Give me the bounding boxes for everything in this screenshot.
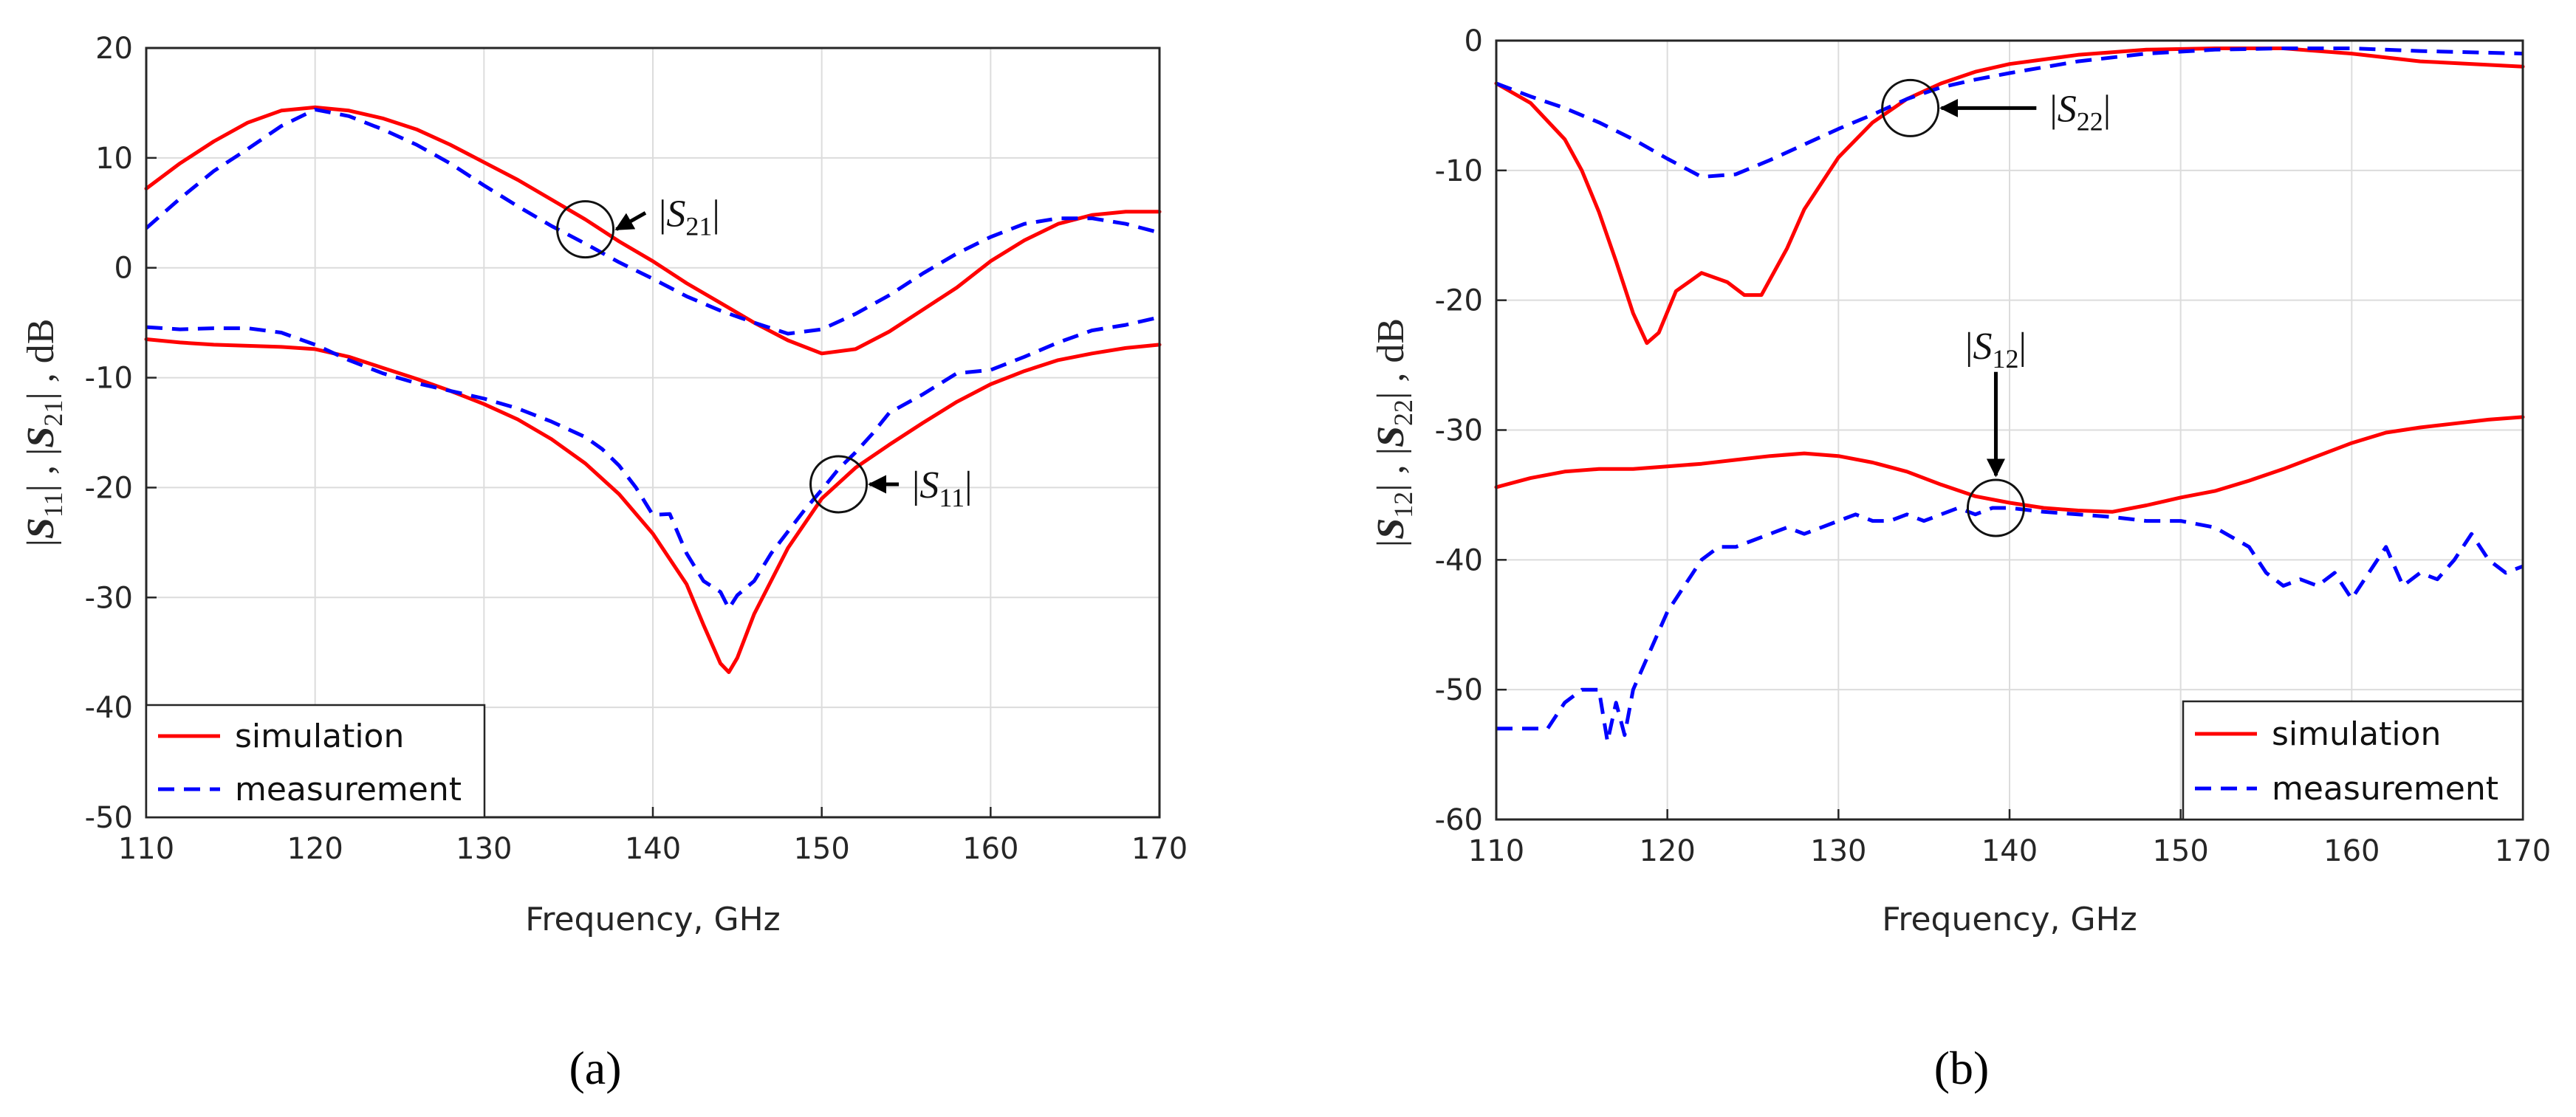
y-tick-label-a: 20 — [95, 32, 133, 66]
panel-label-a: (a) — [569, 1042, 621, 1094]
y-axis-label-a: |S11| , |S21| , dB — [20, 319, 68, 547]
s22-label: |S22| — [2049, 88, 2111, 136]
legend-simulation-label-b: simulation — [2272, 715, 2441, 753]
x-tick-label-b: 120 — [1639, 834, 1695, 868]
simulation-s12-line — [1494, 415, 2525, 514]
legend-box-b — [2182, 700, 2524, 821]
legend-simulation-label-a: simulation — [235, 718, 404, 755]
x-ticks-b: 110 120 130 140 150 160 170 — [1468, 809, 2551, 868]
y-tick-label-a: -30 — [85, 581, 133, 615]
s12-label: |S12| — [1965, 326, 2027, 374]
y-tick-label-a: 10 — [95, 142, 133, 176]
y-tick-label-a: -20 — [85, 471, 133, 505]
legend-a: simulation measurement — [145, 704, 486, 819]
y-ticks-b: -60 -50 -40 -30 -20 -10 0 — [1435, 24, 1507, 837]
grid-a — [145, 47, 1160, 818]
simulation-s21-line — [144, 105, 1162, 356]
x-tick-label-a: 160 — [962, 832, 1018, 866]
x-ticks-a: 110 120 130 140 150 160 170 — [118, 807, 1188, 866]
chart-a: 110 120 130 140 150 160 170 -50 -40 -30 -20 -10 0 10… — [20, 32, 1188, 1094]
x-axis-label-b: Frequency, GHz — [1882, 901, 2137, 938]
s21-arrow — [614, 211, 647, 231]
y-ticks-a: -50 -40 -30 -20 -10 0 10 20 — [85, 32, 157, 835]
y-tick-label-b: -40 — [1435, 543, 1483, 577]
y-tick-label-b: -20 — [1435, 284, 1483, 318]
x-tick-label-b: 110 — [1468, 834, 1524, 868]
x-tick-label-a: 150 — [793, 832, 849, 866]
annotations-b: |S22| |S12| — [1881, 78, 2111, 537]
y-tick-label-a: -50 — [85, 801, 133, 835]
x-tick-label-b: 130 — [1810, 834, 1866, 868]
measurement-s21-line — [145, 107, 1160, 336]
annotations-a: |S21| |S11| — [556, 193, 973, 514]
y-tick-label-b: -50 — [1435, 673, 1483, 707]
x-tick-label-b: 150 — [2152, 834, 2208, 868]
y-tick-label-a: 0 — [114, 252, 133, 286]
x-tick-label-a: 170 — [1131, 832, 1188, 866]
x-axis-label-a: Frequency, GHz — [525, 901, 781, 938]
s11-label: |S11| — [912, 464, 973, 512]
measurement-s12-line — [1496, 506, 2524, 743]
simulation-s22-line — [1494, 47, 2525, 346]
measurement-s11-line — [145, 315, 1160, 611]
y-axis-label-b: |S12| , |S22| , dB — [1370, 318, 1418, 547]
chart-b: 110 120 130 140 150 160 170 -60 -50 -40 -30 -20 -10… — [1370, 24, 2551, 1094]
s22-marker-circle — [1881, 78, 1940, 137]
measurement-s22-line — [1496, 47, 2524, 179]
s21-label: |S21| — [659, 193, 720, 241]
legend-measurement-label-b: measurement — [2272, 770, 2498, 808]
s12-marker-circle — [1966, 478, 2025, 537]
y-tick-label-b: -60 — [1435, 803, 1483, 837]
series-a — [144, 105, 1162, 674]
x-tick-label-b: 160 — [2323, 834, 2380, 868]
s11-marker-circle — [809, 455, 869, 514]
x-tick-label-a: 140 — [625, 832, 681, 866]
y-tick-label-a: -10 — [85, 362, 133, 396]
x-tick-label-a: 110 — [118, 832, 174, 866]
legend-b: simulation measurement — [2182, 700, 2524, 821]
x-tick-label-a: 120 — [287, 832, 343, 866]
series-b — [1494, 47, 2525, 743]
legend-measurement-label-a: measurement — [235, 771, 462, 808]
y-tick-label-b: 0 — [1465, 24, 1483, 58]
x-tick-label-a: 130 — [456, 832, 512, 866]
legend-box-a — [145, 704, 486, 819]
y-tick-label-b: -10 — [1435, 154, 1483, 188]
panel-label-b: (b) — [1934, 1042, 1990, 1094]
s21-marker-circle — [556, 200, 615, 259]
y-tick-label-a: -40 — [85, 691, 133, 725]
x-tick-label-b: 140 — [1981, 834, 2038, 868]
x-tick-label-b: 170 — [2495, 834, 2551, 868]
y-tick-label-b: -30 — [1435, 414, 1483, 448]
